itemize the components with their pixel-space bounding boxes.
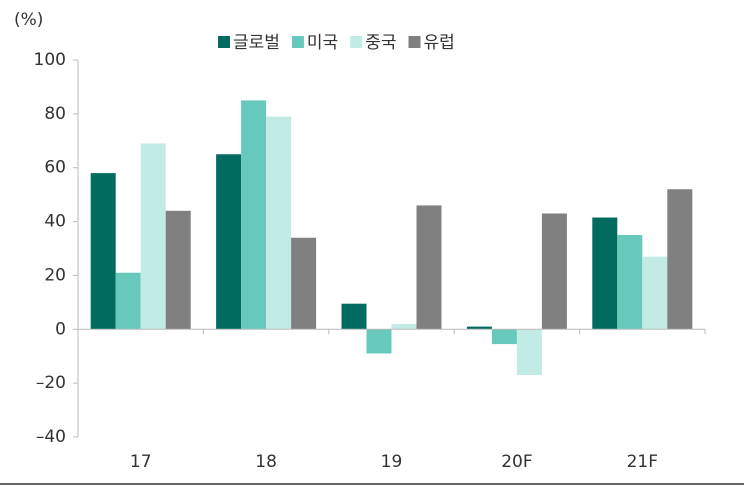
y-tick-label: 0 bbox=[55, 319, 66, 339]
x-tick-label: 17 bbox=[130, 452, 152, 472]
bar bbox=[216, 154, 242, 330]
y-tick-label: 20 bbox=[44, 265, 66, 285]
bar bbox=[466, 326, 492, 330]
y-tick-label: 100 bbox=[34, 50, 66, 70]
legend-label: 글로벌 bbox=[233, 33, 280, 53]
bar bbox=[90, 173, 116, 330]
bar bbox=[165, 210, 191, 330]
bar bbox=[341, 303, 367, 330]
bar bbox=[617, 235, 643, 330]
bar bbox=[541, 213, 567, 330]
bar bbox=[667, 189, 693, 330]
y-axis-label: (%) bbox=[14, 10, 43, 30]
y-tick-label: 80 bbox=[44, 104, 66, 124]
x-tick-label: 21F bbox=[627, 452, 658, 472]
bar bbox=[241, 100, 267, 330]
bar bbox=[642, 256, 668, 330]
legend-label: 중국 bbox=[365, 33, 396, 53]
legend-swatch bbox=[408, 36, 421, 48]
legend-swatch bbox=[291, 36, 304, 48]
bar bbox=[592, 217, 618, 330]
y-tick-label: 40 bbox=[44, 212, 66, 232]
legend-label: 미국 bbox=[307, 33, 338, 53]
bar bbox=[391, 323, 417, 330]
legend-swatch bbox=[218, 36, 230, 48]
bar bbox=[140, 143, 166, 330]
bar bbox=[516, 329, 542, 376]
y-tick-label: –20 bbox=[36, 373, 66, 393]
legend-swatch bbox=[350, 36, 363, 48]
y-tick-label: 60 bbox=[44, 158, 66, 178]
x-tick-label: 18 bbox=[255, 452, 277, 472]
bar bbox=[416, 205, 442, 330]
bar bbox=[366, 329, 392, 354]
legend-label: 유럽 bbox=[423, 33, 454, 53]
x-tick-label: 19 bbox=[381, 452, 403, 472]
x-tick-label: 20F bbox=[501, 452, 532, 472]
bar bbox=[115, 272, 141, 330]
bar bbox=[291, 237, 317, 330]
bar bbox=[491, 329, 517, 345]
bar bbox=[266, 116, 292, 330]
y-tick-label: –40 bbox=[36, 427, 66, 447]
